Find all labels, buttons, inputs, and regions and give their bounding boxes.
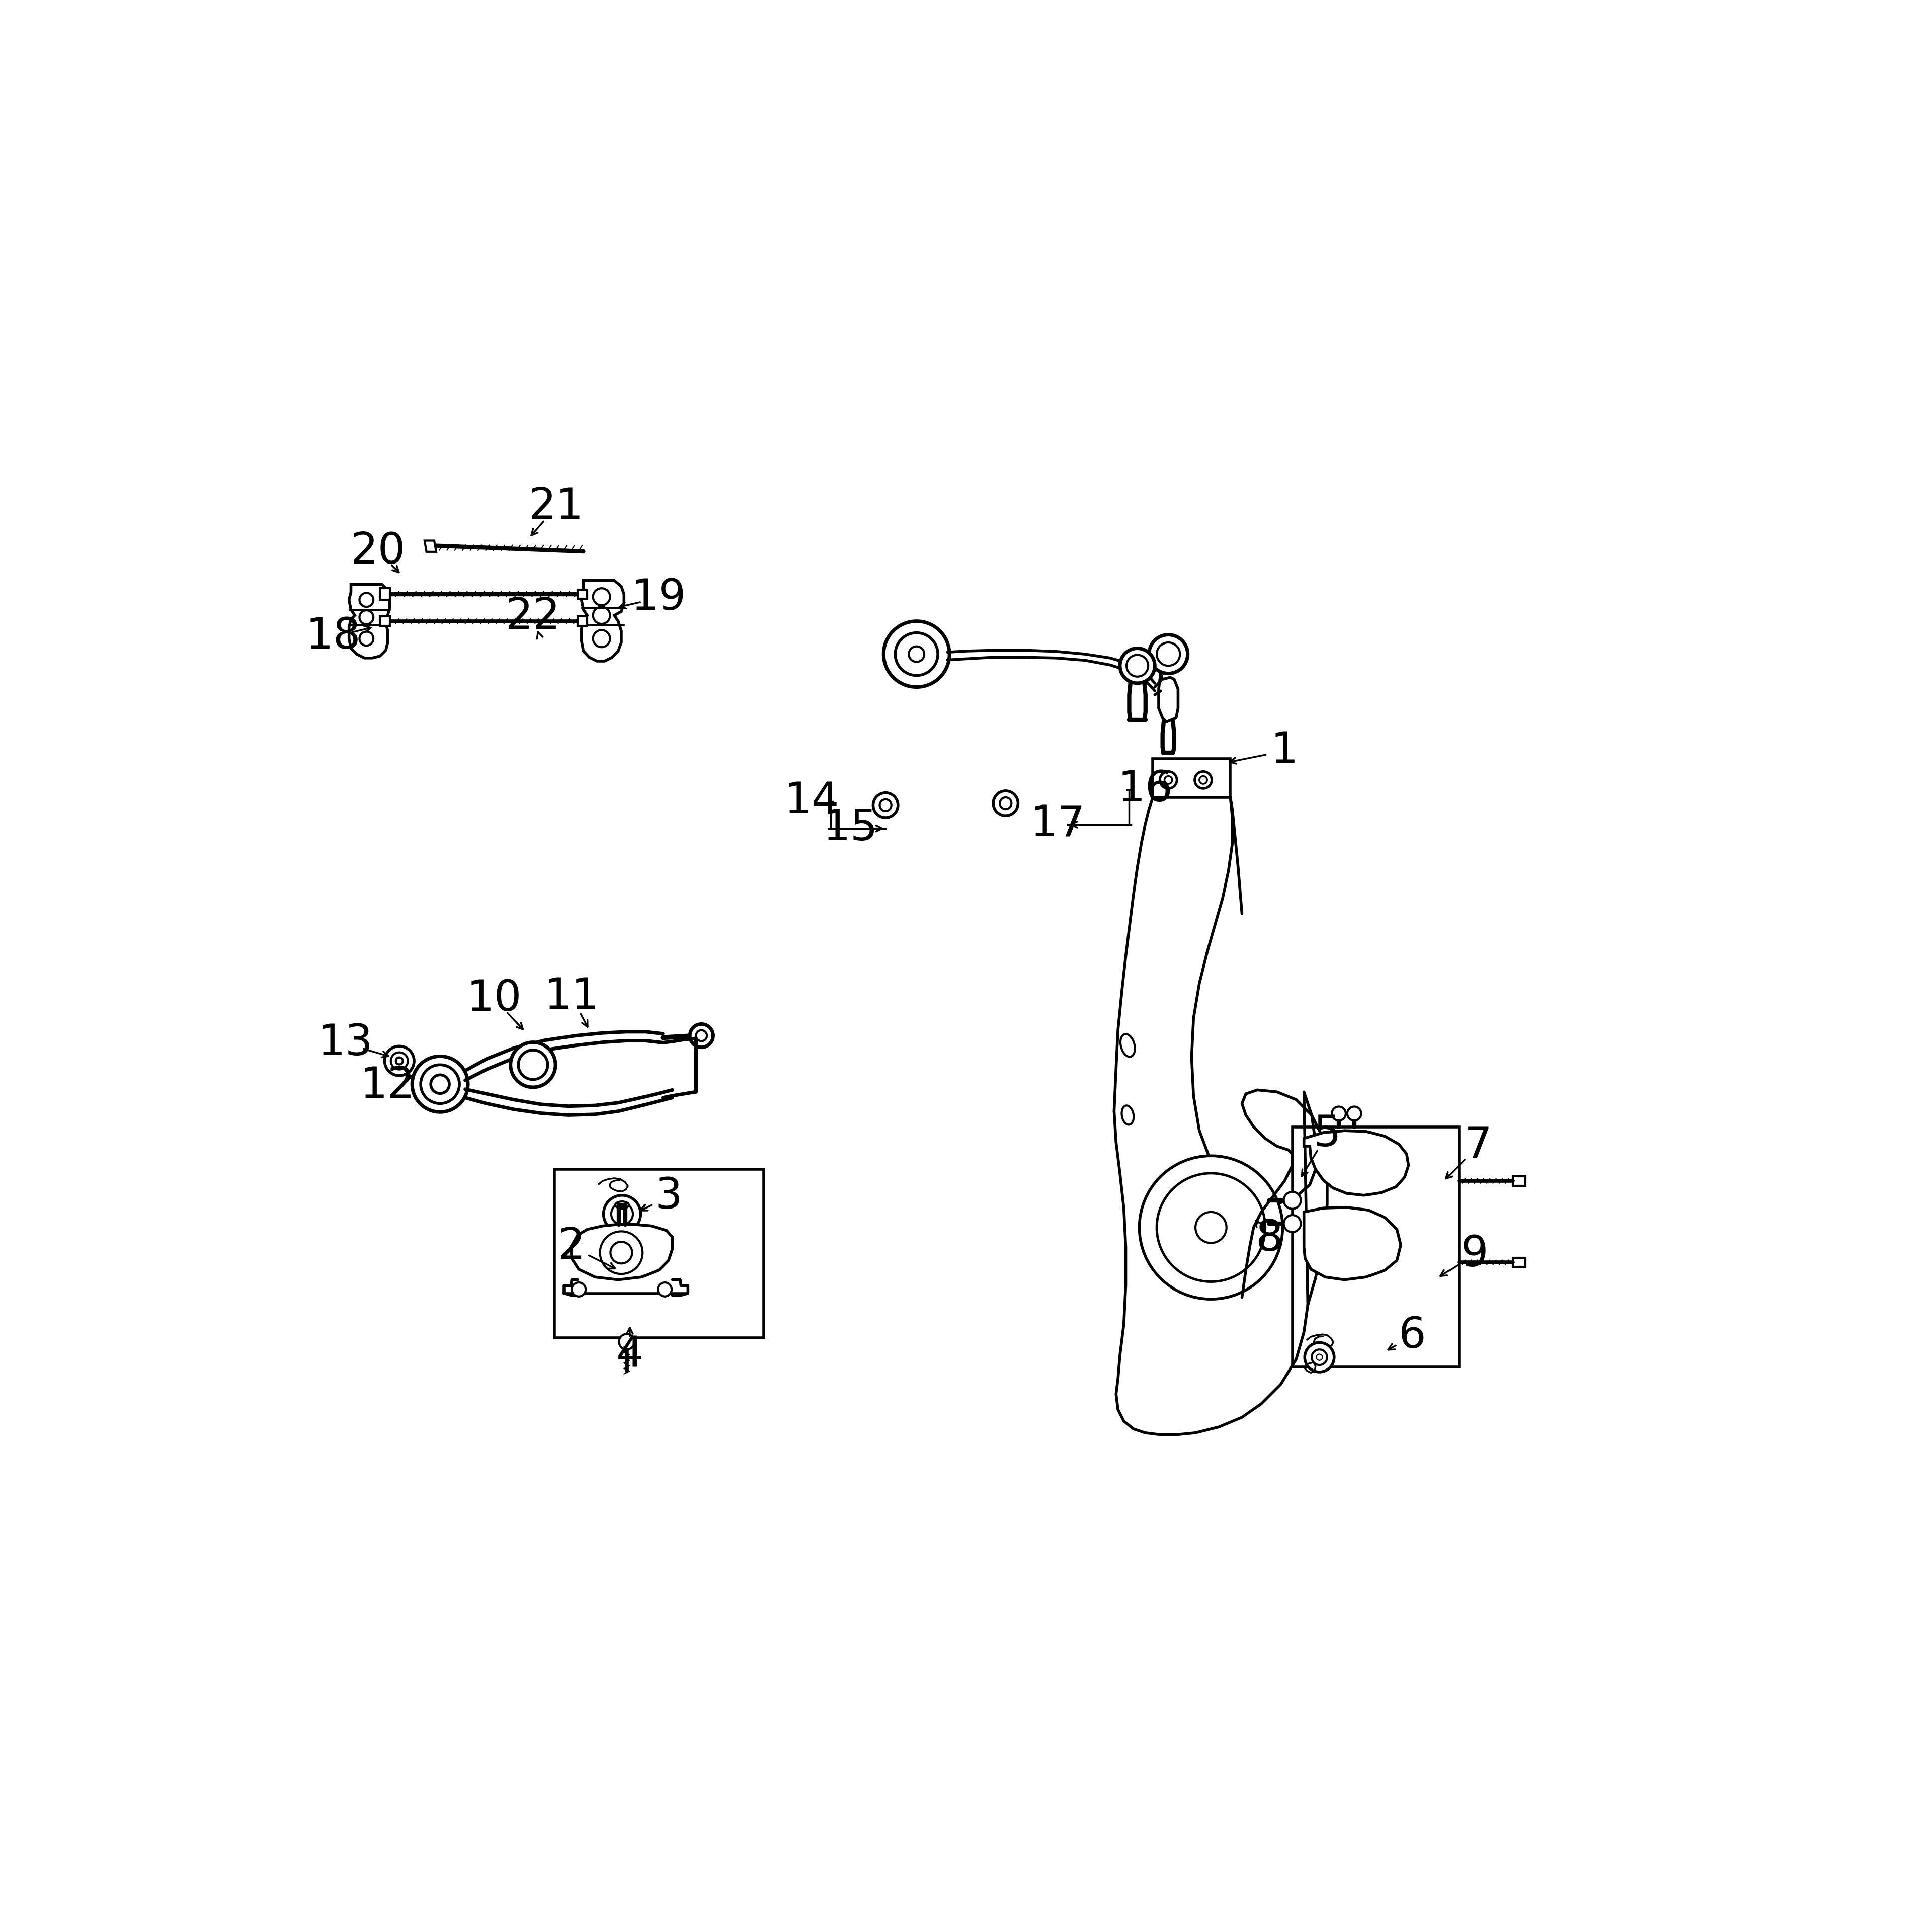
Circle shape — [1126, 655, 1148, 676]
Circle shape — [1165, 777, 1173, 784]
Bar — [1513, 1177, 1526, 1186]
Text: 12: 12 — [359, 1065, 415, 1107]
Bar — [1153, 759, 1231, 798]
Circle shape — [883, 622, 949, 688]
Circle shape — [518, 1051, 549, 1080]
Polygon shape — [572, 1225, 672, 1279]
Ellipse shape — [1121, 1034, 1134, 1057]
Text: 1: 1 — [1271, 730, 1298, 773]
Circle shape — [1196, 1211, 1227, 1242]
Ellipse shape — [1122, 1105, 1134, 1124]
Circle shape — [359, 611, 373, 624]
Polygon shape — [381, 616, 390, 626]
Circle shape — [1283, 1192, 1300, 1209]
Circle shape — [1200, 777, 1208, 784]
Polygon shape — [578, 616, 587, 626]
Circle shape — [1121, 649, 1155, 684]
Text: 19: 19 — [632, 578, 686, 618]
Text: 4: 4 — [616, 1335, 643, 1376]
Polygon shape — [1304, 1208, 1401, 1279]
Circle shape — [421, 1065, 460, 1103]
Text: 16: 16 — [1117, 769, 1173, 811]
Circle shape — [1159, 771, 1177, 788]
Circle shape — [1150, 636, 1188, 674]
Text: 14: 14 — [784, 781, 840, 823]
Circle shape — [384, 1045, 413, 1076]
Circle shape — [657, 1283, 672, 1296]
Bar — [1293, 1126, 1459, 1368]
Polygon shape — [381, 587, 390, 599]
Circle shape — [510, 1041, 556, 1088]
Circle shape — [873, 792, 898, 817]
Circle shape — [1001, 798, 1012, 810]
Ellipse shape — [614, 1202, 630, 1209]
Text: 20: 20 — [350, 531, 406, 572]
Text: 3: 3 — [655, 1175, 682, 1217]
Circle shape — [1331, 1107, 1347, 1121]
Circle shape — [390, 1053, 408, 1070]
Polygon shape — [425, 541, 437, 553]
Text: 18: 18 — [305, 616, 361, 657]
Circle shape — [1140, 1155, 1283, 1298]
Circle shape — [690, 1024, 713, 1047]
Bar — [554, 1169, 763, 1337]
Circle shape — [593, 587, 611, 605]
Circle shape — [1312, 1350, 1327, 1366]
Text: 21: 21 — [529, 487, 583, 527]
Circle shape — [431, 1074, 450, 1094]
Polygon shape — [582, 580, 624, 661]
Text: 5: 5 — [1314, 1113, 1341, 1155]
Text: 10: 10 — [468, 978, 522, 1020]
Circle shape — [993, 790, 1018, 815]
Circle shape — [412, 1057, 468, 1113]
Circle shape — [908, 647, 923, 663]
Circle shape — [1316, 1354, 1323, 1360]
Text: 22: 22 — [506, 597, 560, 638]
Circle shape — [1157, 1173, 1265, 1281]
Text: 9: 9 — [1461, 1235, 1488, 1275]
Text: 6: 6 — [1399, 1316, 1426, 1356]
Circle shape — [1157, 643, 1180, 667]
Circle shape — [1304, 1343, 1335, 1372]
Circle shape — [696, 1030, 707, 1041]
Text: 13: 13 — [317, 1022, 373, 1065]
Circle shape — [879, 800, 891, 811]
Circle shape — [1347, 1107, 1362, 1121]
Circle shape — [603, 1196, 641, 1233]
Circle shape — [593, 630, 611, 647]
Circle shape — [618, 1333, 634, 1350]
Circle shape — [572, 1283, 585, 1296]
Polygon shape — [1304, 1130, 1408, 1196]
Text: 11: 11 — [545, 976, 599, 1018]
Circle shape — [611, 1204, 634, 1225]
Polygon shape — [578, 589, 587, 599]
Polygon shape — [350, 583, 390, 659]
Circle shape — [601, 1231, 643, 1273]
Circle shape — [396, 1057, 404, 1065]
Circle shape — [359, 593, 373, 607]
Circle shape — [1194, 771, 1211, 788]
Circle shape — [1283, 1215, 1300, 1233]
Text: 17: 17 — [1030, 804, 1086, 846]
Circle shape — [359, 632, 373, 645]
Text: 15: 15 — [823, 808, 879, 850]
Circle shape — [611, 1242, 632, 1264]
Text: 7: 7 — [1464, 1124, 1492, 1167]
Text: 8: 8 — [1256, 1219, 1283, 1260]
Circle shape — [895, 634, 937, 676]
Bar — [1513, 1258, 1526, 1267]
Text: 2: 2 — [558, 1227, 585, 1267]
Circle shape — [593, 607, 611, 624]
